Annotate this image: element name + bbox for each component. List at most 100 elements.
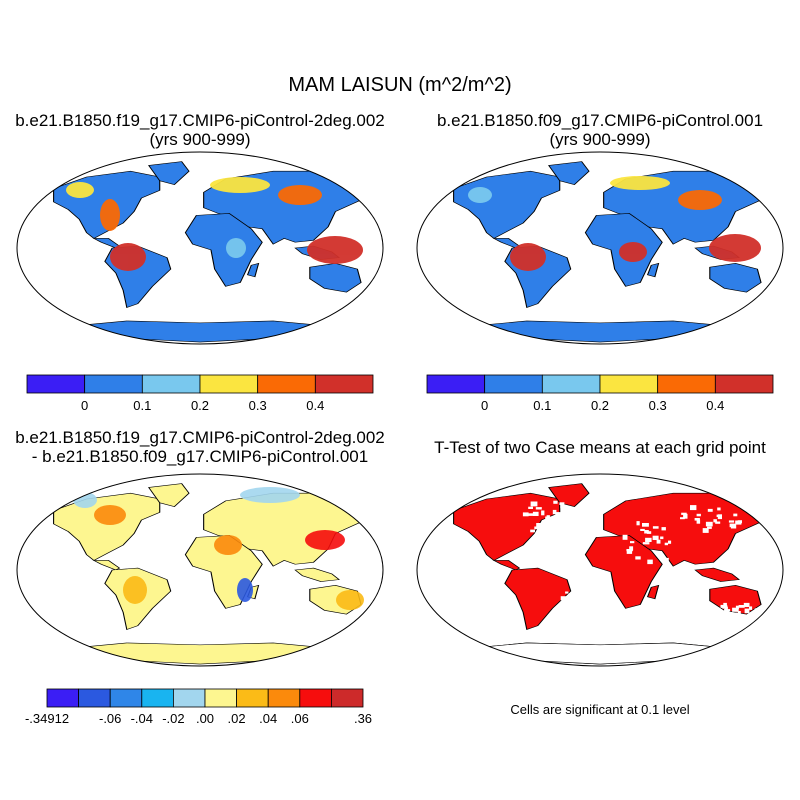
colorbar-box [484,374,543,394]
non-significant-cell [705,521,713,527]
colorbar-tick-label: -.06 [99,711,121,726]
colorbar-box [78,688,111,708]
antarctica-not-significant [463,642,737,665]
non-significant-cell [645,537,652,542]
colorbar-tick-label: 0.1 [133,398,151,413]
globe-outline-1 [16,151,384,345]
colorbar-box [141,374,201,394]
non-significant-cell [579,624,584,630]
globe-outline-2 [416,151,784,345]
colorbar-box [426,374,486,394]
non-significant-cell [573,624,579,629]
colorbar-tick-label: 0.3 [249,398,267,413]
non-significant-cell [577,509,583,514]
non-significant-cell [622,534,628,540]
non-significant-cell [680,517,685,520]
non-significant-cell [545,516,551,520]
non-significant-cell [717,514,722,520]
non-significant-cell [737,520,742,524]
non-significant-cell [530,529,535,533]
colorbar-box [109,688,143,708]
non-significant-cell [530,501,538,507]
colorbar-box [299,688,332,708]
colorbar-tick-label: 0.4 [706,398,724,413]
colorbar-tick-label: -.04 [131,711,153,726]
non-significant-cell [560,504,566,509]
non-significant-cell [741,618,745,622]
non-significant-cell [626,549,633,554]
non-significant-cell [668,540,672,544]
non-significant-cell [737,614,744,617]
colorbar-difference: -.34912 -.06 -.04 -.02 .00 .02 .04 .06 .36 [25,688,372,726]
map-panel-2 [416,151,784,345]
non-significant-cell [565,602,569,606]
non-significant-cell [664,557,669,563]
non-significant-cell [715,521,721,524]
land-mask-4 [454,484,761,664]
non-significant-cell [702,528,709,533]
non-significant-cell [724,609,731,612]
colorbar-box [267,688,301,708]
non-significant-cell [754,608,760,613]
colorbar-box [26,374,86,394]
panel3-title: b.e21.B1850.f19_g17.CMIP6-piControl-2deg… [15,428,385,447]
colorbar-tick-label: 0.3 [649,398,667,413]
map-panel-3 [16,473,384,667]
non-significant-cell [751,613,755,619]
non-significant-cell [581,615,586,619]
difference-patches-3 [73,487,364,610]
non-significant-cell [661,527,666,531]
colorbar-top-left: 0 0.1 0.2 0.3 0.4 [26,374,374,413]
colorbar-box [257,374,316,394]
colorbar-tick-label: -.02 [162,711,184,726]
map-panel-4 [416,473,784,667]
non-significant-cell [642,523,649,527]
non-significant-cell [553,500,558,504]
non-significant-cell [733,612,738,616]
non-significant-cell [732,607,739,612]
non-significant-cell [694,518,700,521]
non-significant-cell [546,525,552,529]
panel2-subtitle: (yrs 900-999) [549,130,651,149]
non-significant-cell [730,523,737,529]
colorbar-box [314,374,374,394]
colorbar-tick-label: 0.2 [191,398,209,413]
non-significant-cell [724,606,728,610]
non-significant-cell [560,596,567,601]
colorbar-box [172,688,206,708]
colorbar-box [714,374,774,394]
significance-note: Cells are significant at 0.1 level [510,702,690,717]
non-significant-cell [723,602,727,606]
non-significant-cell [642,542,650,545]
non-significant-cell [527,513,534,516]
colorbar-tick-label: .04 [259,711,277,726]
non-significant-cell [561,604,566,608]
non-significant-cell [574,618,581,623]
non-significant-cell [576,623,583,626]
non-significant-cell [733,513,738,517]
non-significant-cell [696,519,701,524]
non-significant-cell [744,608,750,614]
colorbar-tick-label: 0.1 [533,398,551,413]
non-significant-cell [640,528,645,531]
colorbar-tick-label: 0 [481,398,488,413]
colorbar-tick-label: .02 [228,711,246,726]
globe-outline-4 [416,473,784,667]
non-significant-cell [647,559,653,565]
colorbar-box [599,374,659,394]
figure-title: MAM LAISUN (m^2/m^2) [288,74,512,96]
non-significant-cell [579,610,587,614]
colorbar-tick-label: -.34912 [25,711,69,726]
non-significant-cell [522,512,529,517]
non-significant-cell [728,520,735,523]
non-significant-cell [683,513,688,519]
colorbar-tick-label: .06 [291,711,309,726]
non-significant-cell [528,506,533,509]
non-significant-cell [644,530,649,534]
non-significant-cell [573,628,581,632]
non-significant-cell [652,526,659,529]
colorbar-tick-label: .36 [354,711,372,726]
non-significant-cell [541,510,545,516]
colorbar-tick-label: 0.4 [306,398,324,413]
non-significant-cell [575,525,582,530]
